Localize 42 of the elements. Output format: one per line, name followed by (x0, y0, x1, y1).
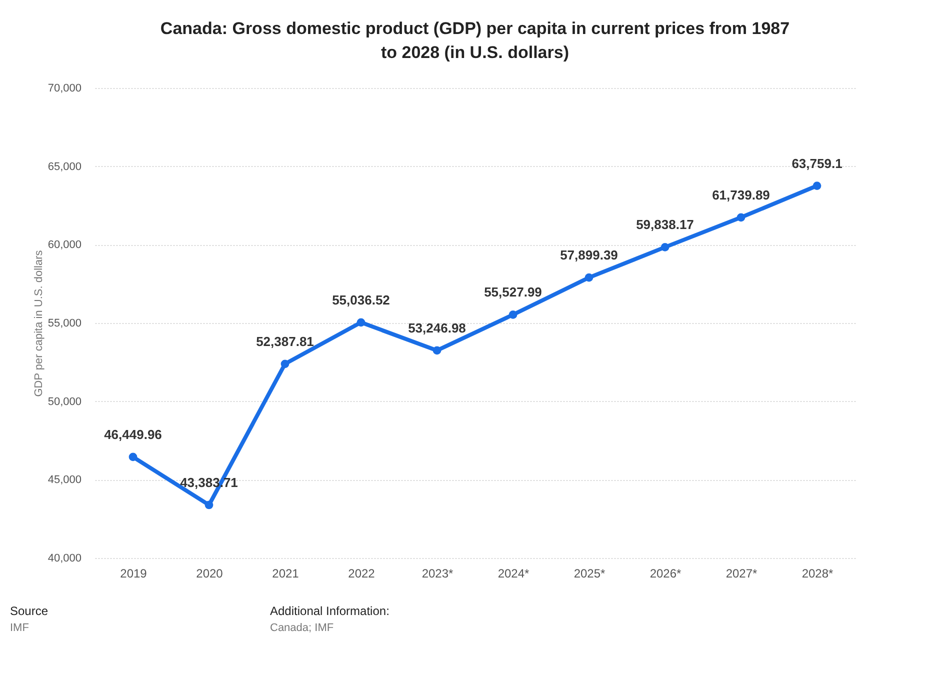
text: 57,899.39 (560, 248, 618, 263)
text: 63,759.1 (792, 156, 842, 171)
point (660, 243, 670, 252)
text: 55,036.52 (332, 292, 390, 308)
point (508, 310, 518, 319)
y-tick-label: 45,000 (48, 474, 82, 486)
text: 52,387.81 (256, 334, 314, 349)
x-tick-label: 2025* (574, 566, 606, 580)
x-tick-label: 2027* (726, 566, 758, 580)
x-tick-label: 2026* (650, 566, 682, 580)
point (128, 452, 138, 462)
x-tick-label: 2019 (120, 566, 148, 580)
x-tick-label: 2023* (422, 566, 454, 580)
text: IMF (10, 622, 30, 634)
y-tick-label: 55,000 (48, 318, 82, 330)
point (356, 318, 366, 327)
text: 53,246.98 (408, 320, 466, 336)
chart-title: Canada: Gross domestic product (GDP) per capita in current prices from 1987 to 2028 (in U.S. dollars) (160, 19, 790, 62)
point (736, 213, 746, 222)
y-tick-label: 50,000 (48, 396, 82, 408)
point (812, 182, 822, 190)
y-tick-label: 60,000 (48, 239, 82, 252)
x-tick-label: 2024* (498, 566, 530, 580)
x-tick-label: 2028* (802, 566, 834, 580)
text: 55,527.99 (484, 284, 542, 300)
text: 59,838.17 (636, 217, 694, 232)
y-axis-title: GDP per capita in U.S. dollars (32, 250, 45, 397)
point (204, 500, 214, 510)
x-tick-label: 2020 (196, 566, 224, 580)
y-tick-label: 70,000 (48, 82, 82, 94)
text: Additional Information: (270, 604, 390, 618)
point (432, 346, 442, 355)
point (584, 273, 594, 282)
point (280, 360, 290, 368)
y-tick-label: 65,000 (48, 160, 82, 173)
text: 61,739.89 (712, 187, 770, 202)
y-tick-label: 40,000 (48, 552, 82, 564)
text: 46,449.96 (104, 426, 162, 442)
text: Canada; IMF (270, 622, 334, 634)
text: Source (10, 604, 48, 618)
x-tick-label: 2022 (348, 566, 376, 580)
x-tick-label: 2021 (272, 566, 300, 580)
